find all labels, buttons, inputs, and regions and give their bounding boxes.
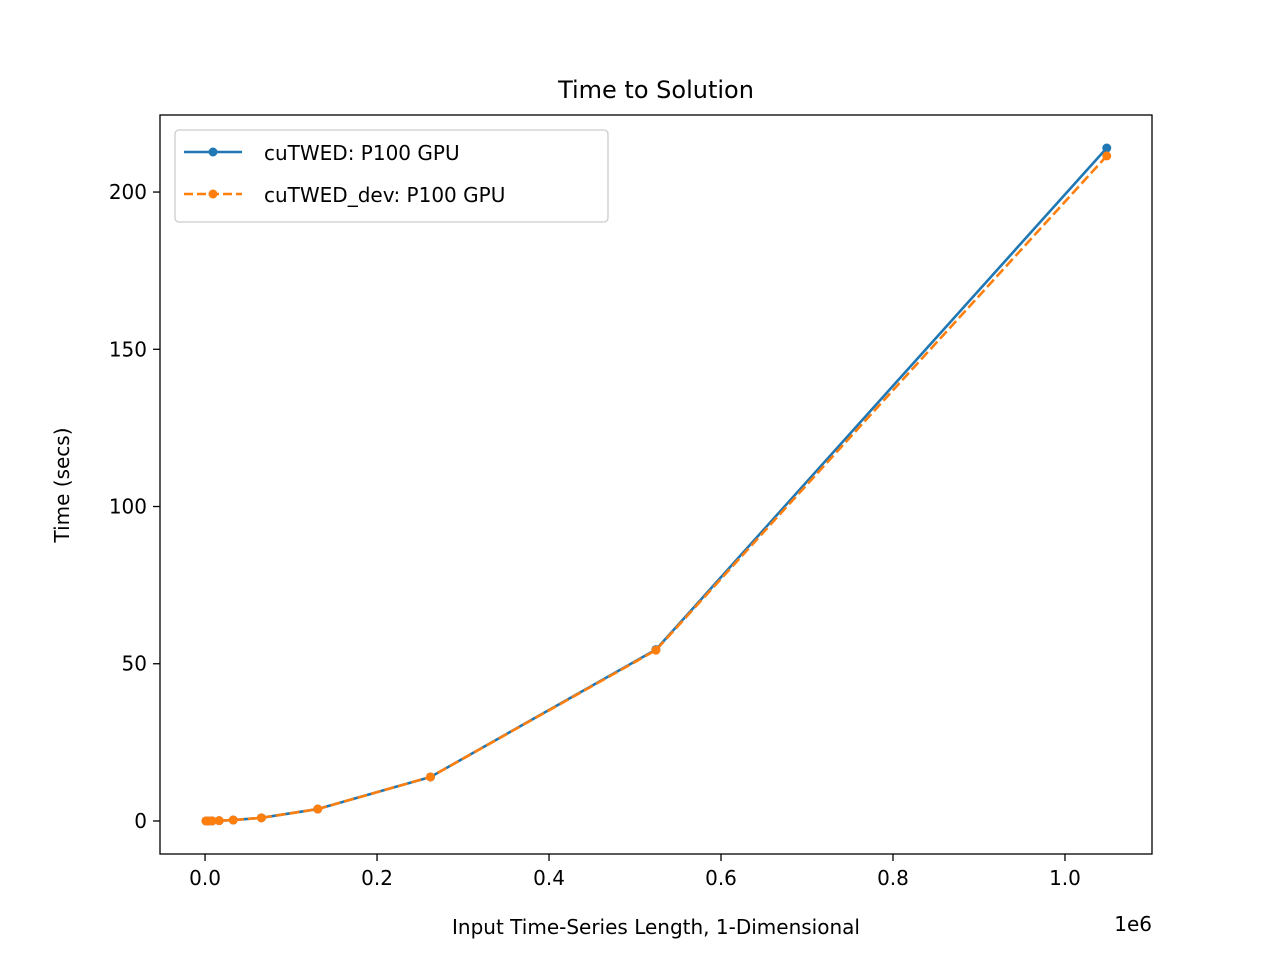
legend-box	[174, 129, 609, 223]
x-axis-ticks: 0.0 0.2 0.4 0.6 0.8 1.0	[189, 854, 1081, 890]
series-layer	[201, 143, 1112, 826]
x-axis-label: Input Time-Series Length, 1-Dimensional	[452, 915, 860, 939]
plot-area	[159, 114, 1153, 855]
y-tick-label: 0	[134, 809, 147, 833]
legend: cuTWED: P100 GPU cuTWED_dev: P100 GPU	[174, 129, 609, 223]
x-tick-label: 0.8	[877, 866, 909, 890]
legend-marker-cutwed-dev	[208, 189, 218, 199]
x-tick-label: 0.6	[705, 866, 737, 890]
legend-label-cutwed: cuTWED: P100 GPU	[264, 141, 460, 165]
y-tick-label: 150	[109, 337, 147, 361]
y-tick-label: 200	[109, 180, 147, 204]
axes-frame	[159, 114, 1153, 855]
legend-label-cutwed-dev: cuTWED_dev: P100 GPU	[264, 183, 505, 207]
data-point-cutwed	[1102, 143, 1112, 153]
x-tick-label: 0.0	[189, 866, 221, 890]
y-axis-label: Time (secs)	[50, 427, 74, 543]
data-point-cutwed-dev	[313, 804, 323, 814]
data-point-cutwed-dev	[651, 645, 661, 655]
data-point-cutwed-dev	[1102, 151, 1112, 161]
y-tick-label: 50	[122, 652, 147, 676]
data-point-cutwed-dev	[214, 816, 224, 826]
x-tick-label: 0.4	[533, 866, 565, 890]
chart-title: Time to Solution	[557, 76, 754, 104]
y-axis-ticks: 0 50 100 150 200	[109, 180, 160, 833]
legend-entry-cutwed-dev: cuTWED_dev: P100 GPU	[184, 183, 505, 207]
x-axis-offset-label: 1e6	[1114, 912, 1152, 936]
data-point-cutwed-dev	[425, 772, 435, 782]
legend-entry-cutwed: cuTWED: P100 GPU	[184, 141, 460, 165]
legend-marker-cutwed	[208, 147, 218, 157]
data-point-cutwed-dev	[207, 816, 217, 826]
x-tick-label: 1.0	[1049, 866, 1081, 890]
data-point-cutwed-dev	[256, 813, 266, 823]
x-tick-label: 0.2	[361, 866, 393, 890]
y-tick-label: 100	[109, 495, 147, 519]
data-point-cutwed-dev	[228, 815, 238, 825]
